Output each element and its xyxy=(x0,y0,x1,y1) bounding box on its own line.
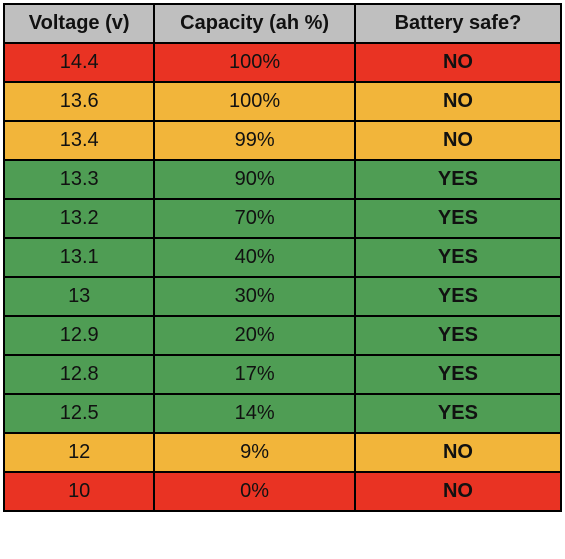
table-row: 12.817%YES xyxy=(4,355,561,394)
cell-safe: YES xyxy=(355,160,561,199)
cell-capacity: 70% xyxy=(154,199,355,238)
header-capacity: Capacity (ah %) xyxy=(154,4,355,43)
table-body: 14.4100%NO13.6100%NO13.499%NO13.390%YES1… xyxy=(4,43,561,511)
cell-voltage: 13 xyxy=(4,277,154,316)
cell-safe: YES xyxy=(355,394,561,433)
battery-table-container: Voltage (v) Capacity (ah %) Battery safe… xyxy=(0,0,565,515)
cell-voltage: 12.8 xyxy=(4,355,154,394)
cell-voltage: 12.5 xyxy=(4,394,154,433)
header-voltage: Voltage (v) xyxy=(4,4,154,43)
cell-voltage: 13.3 xyxy=(4,160,154,199)
cell-voltage: 14.4 xyxy=(4,43,154,82)
table-row: 1330%YES xyxy=(4,277,561,316)
table-row: 12.514%YES xyxy=(4,394,561,433)
cell-voltage: 13.6 xyxy=(4,82,154,121)
cell-safe: YES xyxy=(355,238,561,277)
cell-capacity: 14% xyxy=(154,394,355,433)
table-row: 14.4100%NO xyxy=(4,43,561,82)
cell-voltage: 13.2 xyxy=(4,199,154,238)
cell-capacity: 9% xyxy=(154,433,355,472)
cell-voltage: 10 xyxy=(4,472,154,511)
table-row: 13.6100%NO xyxy=(4,82,561,121)
cell-safe: NO xyxy=(355,472,561,511)
cell-voltage: 13.4 xyxy=(4,121,154,160)
cell-safe: NO xyxy=(355,121,561,160)
cell-capacity: 100% xyxy=(154,82,355,121)
cell-capacity: 100% xyxy=(154,43,355,82)
table-row: 12.920%YES xyxy=(4,316,561,355)
cell-safe: NO xyxy=(355,43,561,82)
cell-capacity: 17% xyxy=(154,355,355,394)
cell-capacity: 20% xyxy=(154,316,355,355)
cell-capacity: 40% xyxy=(154,238,355,277)
cell-voltage: 12 xyxy=(4,433,154,472)
cell-safe: NO xyxy=(355,433,561,472)
cell-capacity: 30% xyxy=(154,277,355,316)
cell-safe: YES xyxy=(355,277,561,316)
cell-voltage: 13.1 xyxy=(4,238,154,277)
cell-safe: YES xyxy=(355,199,561,238)
table-row: 13.499%NO xyxy=(4,121,561,160)
cell-voltage: 12.9 xyxy=(4,316,154,355)
cell-safe: NO xyxy=(355,82,561,121)
header-row: Voltage (v) Capacity (ah %) Battery safe… xyxy=(4,4,561,43)
table-row: 100%NO xyxy=(4,472,561,511)
cell-safe: YES xyxy=(355,355,561,394)
battery-table: Voltage (v) Capacity (ah %) Battery safe… xyxy=(3,3,562,512)
cell-safe: YES xyxy=(355,316,561,355)
header-safe: Battery safe? xyxy=(355,4,561,43)
table-row: 13.390%YES xyxy=(4,160,561,199)
cell-capacity: 0% xyxy=(154,472,355,511)
table-row: 129%NO xyxy=(4,433,561,472)
cell-capacity: 90% xyxy=(154,160,355,199)
table-row: 13.270%YES xyxy=(4,199,561,238)
cell-capacity: 99% xyxy=(154,121,355,160)
table-row: 13.140%YES xyxy=(4,238,561,277)
